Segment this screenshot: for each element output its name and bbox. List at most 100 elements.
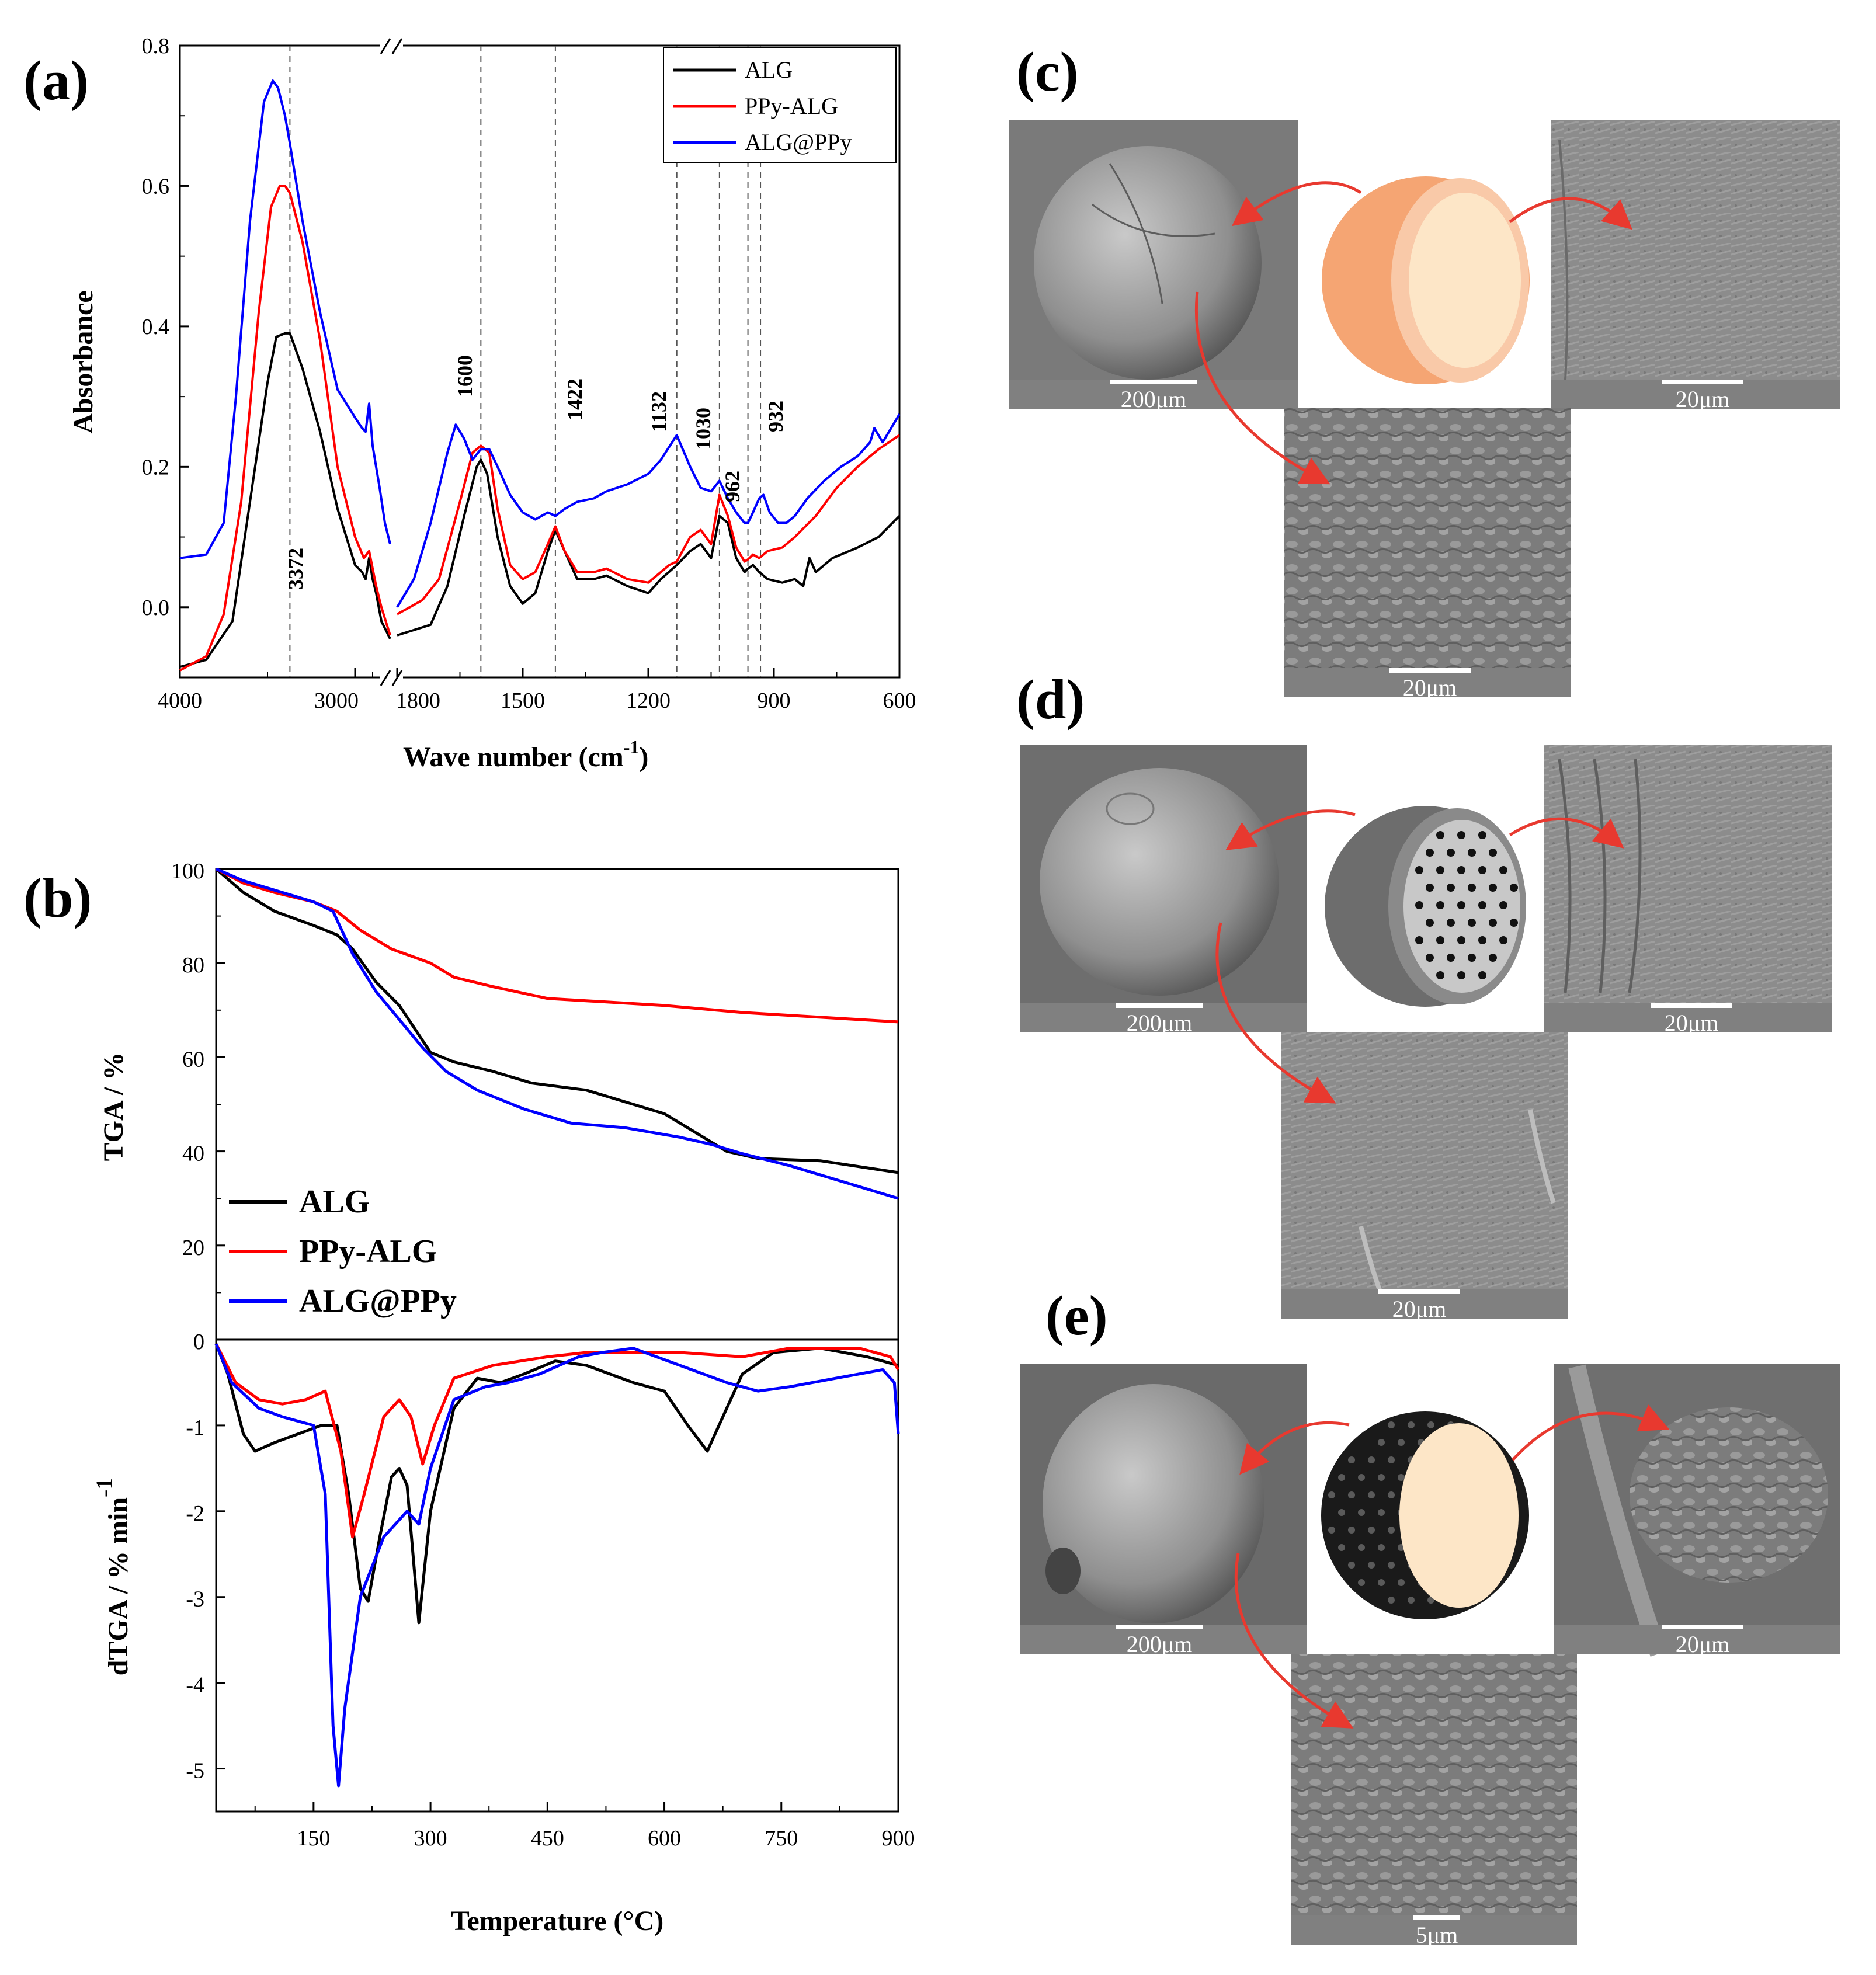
tga-y-tick-label-80: 80 [182, 953, 204, 978]
x-tick-label-600: 600 [883, 689, 916, 713]
tga-y-tick-label-40: 40 [182, 1142, 204, 1166]
pore-dot [1436, 831, 1444, 839]
pore-dot [1408, 1597, 1415, 1604]
pore-dot [1478, 831, 1486, 839]
pore-dot [1447, 884, 1455, 892]
pore-dot [1328, 1491, 1335, 1498]
bead-diagram-d [1325, 806, 1526, 1007]
tga-y-tick-label-20: 20 [182, 1236, 204, 1260]
y-tick-label-0.0: 0.0 [142, 596, 170, 620]
pore-dot [1328, 1527, 1335, 1534]
pore-dot [1348, 1527, 1355, 1534]
sem-e-surface: 20μm [1554, 1364, 1840, 1657]
scale-bar-strip [1551, 380, 1840, 409]
pore-dot [1398, 1579, 1405, 1586]
scale-label: 200μm [1127, 1631, 1193, 1657]
arrow-to-cross-section [1194, 291, 1330, 485]
bead-image [1043, 1384, 1264, 1623]
pore-dot [1489, 919, 1497, 927]
scale-label: 20μm [1403, 674, 1457, 701]
scale-label: 20μm [1676, 1631, 1730, 1657]
pore-dot [1358, 1579, 1365, 1586]
peak-label-1600: 1600 [453, 355, 477, 397]
ftir-line-alg-seg1 [179, 332, 391, 668]
scale-bar [1116, 1003, 1203, 1008]
scale-bar-strip [1544, 1003, 1832, 1032]
peak-label-962: 962 [721, 471, 744, 502]
sem-d-cross-section: 20μm [1281, 1032, 1568, 1322]
pore-dot [1457, 901, 1465, 909]
pore-dot [1348, 1491, 1355, 1498]
pore-dot [1510, 884, 1518, 892]
dtga-x-tick-label-750: 750 [765, 1826, 798, 1851]
dtga-series [214, 1343, 900, 1788]
pore-dot [1426, 919, 1434, 927]
peak-label-1422: 1422 [563, 378, 586, 420]
ftir-x-axis-title: Wave number (cm-1) [403, 736, 648, 773]
arrow-to-bead [1225, 809, 1356, 850]
pore-dot [1489, 884, 1497, 892]
tga-y-axis-title: TGA / % [98, 1052, 129, 1162]
ftir-line-alg-ppy-seg2 [396, 413, 901, 608]
bead-diagram-e [1321, 1411, 1529, 1619]
arrow-to-cross-section [1215, 922, 1336, 1104]
pore-dot [1510, 919, 1518, 927]
ftir-line-ppy-alg-seg1 [179, 185, 391, 672]
pore-dot [1478, 866, 1486, 874]
x-tick-label-1800: 1800 [396, 689, 440, 713]
x-tick-label-1200: 1200 [626, 689, 671, 713]
pore-dot [1368, 1491, 1375, 1498]
pore-dot [1489, 954, 1497, 962]
arrow-to-bead [1232, 181, 1362, 227]
y-tick-label-0.6: 0.6 [142, 174, 170, 199]
pore-dot [1478, 971, 1486, 979]
dtga-y-tick-label--4: -4 [186, 1673, 204, 1698]
legend-label-alg-ppy: ALG@PPy [745, 129, 852, 155]
bead-image [1034, 146, 1262, 380]
scale-label: 20μm [1665, 1010, 1719, 1036]
pore-dot [1338, 1544, 1345, 1551]
pore-dot [1348, 1456, 1355, 1463]
pore-dot [1358, 1544, 1365, 1551]
scale-bar-strip [1009, 380, 1298, 409]
pore-dot [1468, 954, 1476, 962]
sem-d-surface: 20μm [1544, 745, 1832, 1036]
dtga-y-tick-label--1: -1 [186, 1416, 204, 1440]
tga-legend-label-alg: ALG [299, 1184, 370, 1220]
pore-dot [1447, 919, 1455, 927]
tga-line-alg [215, 868, 899, 1174]
scale-bar [1651, 1003, 1732, 1008]
tga-legend-label-alg-ppy: ALG@PPy [299, 1283, 457, 1319]
scale-bar [1110, 380, 1197, 384]
scale-bar [1413, 1915, 1460, 1920]
pore-dot [1408, 1421, 1415, 1428]
dtga-line-alg-ppy [214, 1343, 900, 1788]
pore-dot [1436, 901, 1444, 909]
scale-bar-strip [1284, 668, 1571, 697]
pore-dot [1388, 1456, 1395, 1463]
dtga-y-tick-label--5: -5 [186, 1759, 204, 1783]
ftir-line-ppy-alg-seg2 [397, 434, 901, 616]
panel-label-e: (e) [1045, 1284, 1108, 1347]
sem-e-cross-section: 5μm [1291, 1654, 1577, 1948]
arrow-to-bead [1239, 1421, 1350, 1475]
scale-bar [1116, 1625, 1203, 1629]
pore-dot [1457, 866, 1465, 874]
pore-dot [1415, 866, 1423, 874]
pore-dot [1426, 954, 1434, 962]
y-tick-label-0.4: 0.4 [142, 315, 170, 339]
axis-break-marks [380, 38, 403, 686]
pore-dot [1358, 1509, 1365, 1516]
scale-label: 200μm [1127, 1010, 1193, 1036]
legend-label-ppy-alg: PPy-ALG [745, 93, 838, 119]
pore-dot [1398, 1474, 1405, 1481]
pore-dot [1426, 849, 1434, 857]
pore-dot [1378, 1509, 1385, 1516]
pore-dot [1388, 1597, 1395, 1604]
dtga-x-tick-label-600: 600 [648, 1826, 681, 1851]
dtga-line-ppy-alg [214, 1343, 900, 1539]
arrow-to-surface [1512, 1404, 1670, 1461]
pore-dot [1388, 1527, 1395, 1534]
tga-series [215, 867, 899, 1200]
